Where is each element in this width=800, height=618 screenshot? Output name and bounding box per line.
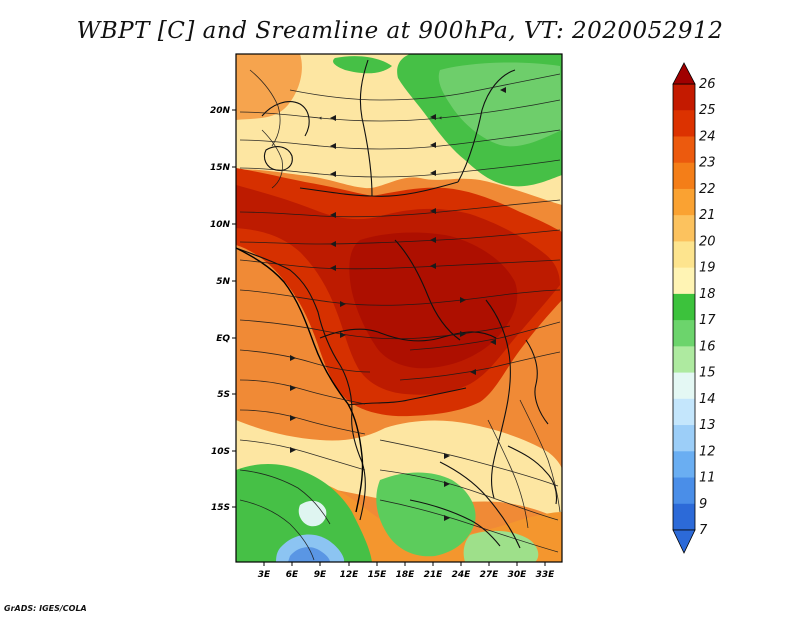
southern-yellow-field bbox=[236, 420, 562, 520]
west-coastline bbox=[236, 247, 364, 513]
southwest-cyan-patch bbox=[298, 500, 327, 527]
colorbar-level-label: 19 bbox=[699, 261, 716, 276]
lat-tick-label: 5S bbox=[217, 390, 230, 400]
colorbar-level-label: 13 bbox=[699, 418, 716, 433]
lon-tick-label: 12E bbox=[340, 570, 360, 580]
lon-tick-label: 33E bbox=[536, 570, 556, 580]
colorbar-swatch bbox=[673, 110, 695, 137]
colorbar-swatch bbox=[673, 451, 695, 479]
colorbar-swatch bbox=[673, 162, 695, 190]
map-border bbox=[235, 53, 563, 563]
lon-tick-label: 6E bbox=[286, 570, 299, 580]
south-central-green-field bbox=[376, 472, 476, 557]
colorbar-swatch bbox=[673, 398, 695, 426]
congo-red-core bbox=[349, 232, 518, 369]
colorbar-level-label: 26 bbox=[699, 77, 716, 92]
colorbar-level-label: 15 bbox=[699, 366, 716, 381]
colorbar-level-label: 24 bbox=[699, 129, 716, 144]
lon-tick-label: 21E bbox=[424, 570, 444, 580]
lat-tick-label: 10N bbox=[210, 220, 231, 230]
colorbar-level-label: 11 bbox=[699, 471, 716, 486]
colorbar-top-arrow bbox=[672, 62, 696, 85]
colorbar-level-label: 20 bbox=[699, 234, 716, 249]
colorbar-level-label: 25 bbox=[699, 103, 716, 118]
colorbar-swatch bbox=[673, 267, 695, 295]
streamlines bbox=[239, 69, 561, 561]
lon-tick-label: 24E bbox=[452, 570, 472, 580]
colorbar-swatch bbox=[673, 188, 695, 216]
lat-tick-label: 5N bbox=[216, 277, 230, 287]
longitude-axis bbox=[263, 562, 546, 566]
southeast-light-green-patch bbox=[463, 530, 539, 562]
colorbar-level-label: 17 bbox=[699, 313, 716, 328]
northeast-light-green-field bbox=[438, 62, 562, 147]
colorbar-swatch bbox=[673, 425, 695, 452]
lat-tick-label: 15N bbox=[210, 163, 231, 173]
grads-credit: GrADS: IGES/COLA bbox=[4, 604, 87, 613]
lat-tick-label: 20N bbox=[210, 106, 231, 116]
colorbar-swatch bbox=[673, 477, 695, 505]
colorbar-level-label: 18 bbox=[699, 287, 716, 302]
colorbar-level-label: 16 bbox=[699, 339, 716, 354]
colorbar-bottom-arrow bbox=[672, 529, 696, 554]
streamline-arrows bbox=[290, 87, 506, 521]
colorbar-level-label: 9 bbox=[699, 497, 707, 512]
north-green-patch bbox=[333, 56, 392, 74]
colorbar-swatch bbox=[673, 241, 695, 269]
colorbar-level-label: 12 bbox=[699, 444, 716, 459]
colorbar-level-label: 23 bbox=[699, 156, 716, 171]
colorbar-level-label: 22 bbox=[699, 182, 716, 197]
northwest-orange-field bbox=[236, 54, 302, 120]
colorbar-swatch bbox=[673, 503, 695, 531]
colorbar-swatch bbox=[673, 215, 695, 242]
colorbar-swatch bbox=[673, 372, 695, 400]
colorbar-swatch bbox=[673, 346, 695, 374]
colorbar-labels: 26 25 24 23 22 21 20 19 18 17 16 15 14 13 12 11 9 7 bbox=[699, 77, 716, 538]
colorbar-swatch bbox=[673, 84, 695, 111]
chart-title: WBPT [C] and Sreamline at 900hPa, VT: 20… bbox=[76, 18, 724, 44]
colorbar-swatches bbox=[672, 83, 696, 531]
map-panel bbox=[236, 54, 562, 562]
lon-tick-label: 9E bbox=[314, 570, 327, 580]
lon-tick-label: 30E bbox=[508, 570, 528, 580]
latitude-axis bbox=[232, 109, 236, 508]
lat-tick-label: EQ bbox=[216, 334, 230, 344]
colorbar-level-label: 21 bbox=[699, 208, 716, 223]
lon-tick-label: 3E bbox=[258, 570, 271, 580]
colorbar-swatch bbox=[673, 136, 695, 164]
lon-tick-label: 18E bbox=[396, 570, 416, 580]
colorbar-swatch bbox=[673, 293, 695, 321]
southwest-deep-blue-field bbox=[288, 547, 330, 562]
lat-tick-label: 10S bbox=[211, 447, 230, 457]
colorbar-level-label: 14 bbox=[699, 392, 716, 407]
colorbar-swatch bbox=[673, 320, 695, 347]
lat-tick-label: 15S bbox=[211, 503, 230, 513]
colorbar-level-label: 7 bbox=[699, 523, 708, 538]
lon-tick-label: 15E bbox=[368, 570, 388, 580]
lon-tick-label: 27E bbox=[480, 570, 500, 580]
colorbar: 26 25 24 23 22 21 20 19 18 17 16 15 14 13 12 11 9 7 bbox=[672, 62, 716, 554]
